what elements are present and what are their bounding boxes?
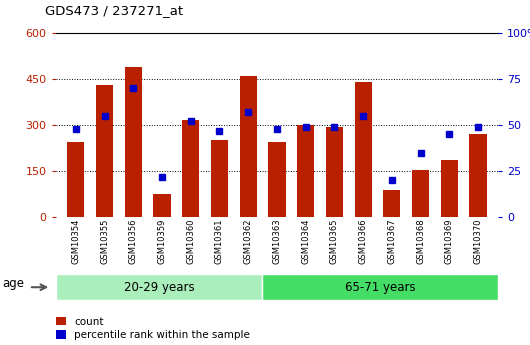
Bar <box>326 127 343 217</box>
Bar <box>470 134 487 217</box>
Bar <box>262 274 498 300</box>
Bar <box>211 140 228 217</box>
Text: age: age <box>3 277 25 290</box>
Legend: count, percentile rank within the sample: count, percentile rank within the sample <box>56 317 250 340</box>
Bar <box>297 125 314 217</box>
Bar <box>67 142 84 217</box>
Text: GDS473 / 237271_at: GDS473 / 237271_at <box>45 4 183 17</box>
Bar <box>56 274 262 300</box>
Text: 65-71 years: 65-71 years <box>345 281 416 294</box>
Bar <box>412 170 429 217</box>
Text: 20-29 years: 20-29 years <box>123 281 194 294</box>
Bar <box>96 85 113 217</box>
Bar <box>355 82 372 217</box>
Bar <box>125 67 142 217</box>
Bar <box>153 194 171 217</box>
Bar <box>268 142 286 217</box>
Bar <box>240 76 257 217</box>
Bar <box>182 120 199 217</box>
Bar <box>383 190 401 217</box>
Bar <box>441 160 458 217</box>
